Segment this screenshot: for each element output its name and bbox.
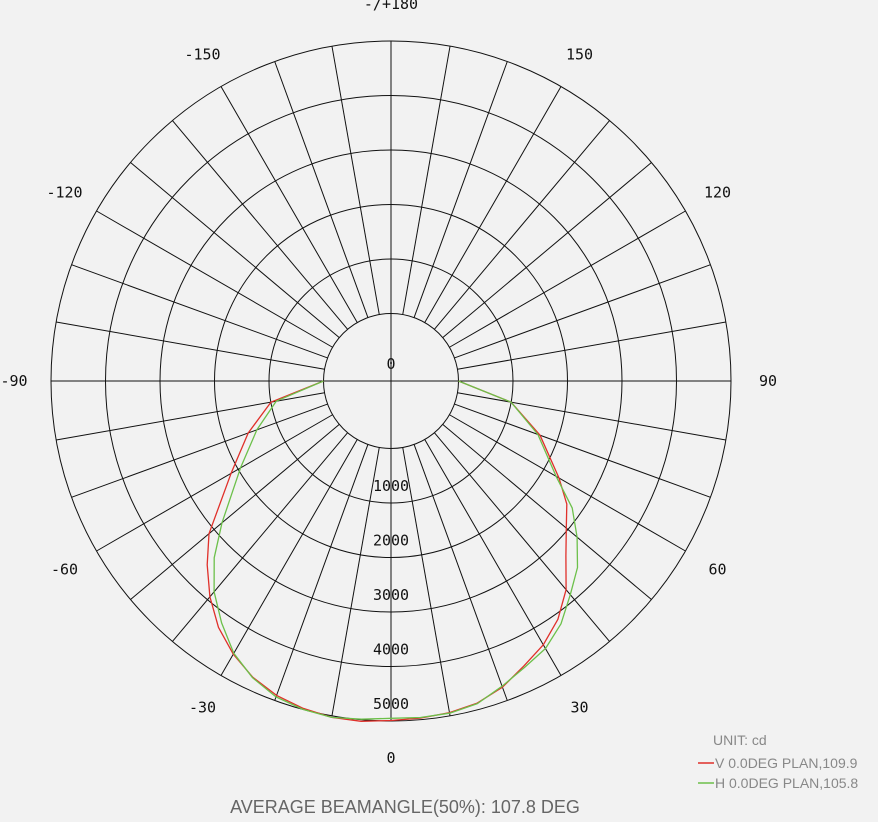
angle-label: -30 xyxy=(189,698,216,716)
ring-label: 4000 xyxy=(373,641,409,659)
spoke xyxy=(172,432,348,642)
spoke xyxy=(449,210,686,348)
spoke xyxy=(449,414,686,552)
average-beam-angle: AVERAGE BEAMANGLE(50%): 107.8 DEG xyxy=(230,797,580,817)
legend-label-v: V 0.0DEG PLAN,109.9 xyxy=(715,755,858,771)
spoke xyxy=(96,414,333,552)
angle-label: -120 xyxy=(46,184,82,202)
spoke xyxy=(402,46,451,315)
spoke xyxy=(434,120,610,330)
spoke xyxy=(424,86,562,323)
spoke xyxy=(71,264,328,359)
angle-label: -/+180 xyxy=(364,0,418,13)
spoke xyxy=(172,120,348,330)
spoke xyxy=(130,424,340,600)
spoke xyxy=(220,86,358,323)
angle-label: 120 xyxy=(704,184,731,202)
ring-label: 3000 xyxy=(373,586,409,604)
series-layer xyxy=(206,380,579,722)
spoke xyxy=(454,403,711,498)
spoke xyxy=(56,321,325,370)
ring-label: 1000 xyxy=(373,477,409,495)
spoke xyxy=(220,439,358,676)
polar-grid xyxy=(50,40,732,722)
series-line-h xyxy=(213,380,579,720)
spoke xyxy=(457,321,726,370)
spoke xyxy=(130,162,340,338)
ring-label: 2000 xyxy=(373,532,409,550)
spoke xyxy=(56,392,325,441)
angle-label: 90 xyxy=(759,372,777,390)
ring-label: 0 xyxy=(386,355,395,373)
angle-label: -150 xyxy=(184,46,220,64)
spoke xyxy=(413,61,508,318)
angle-label: 60 xyxy=(708,561,726,579)
spoke xyxy=(457,392,726,441)
legend-label-h: H 0.0DEG PLAN,105.8 xyxy=(715,775,858,791)
unit-label: UNIT: cd xyxy=(713,732,767,748)
spoke xyxy=(454,264,711,359)
angle-label: -90 xyxy=(0,372,27,390)
angle-label: 30 xyxy=(570,698,588,716)
spoke xyxy=(413,444,508,701)
spoke xyxy=(274,444,369,701)
spoke xyxy=(442,162,652,338)
ring-label: 5000 xyxy=(373,695,409,713)
spoke xyxy=(402,447,451,716)
angle-label: 0 xyxy=(386,749,395,767)
spoke xyxy=(274,61,369,318)
spoke xyxy=(434,432,610,642)
spoke xyxy=(424,439,562,676)
legend: UNIT: cd V 0.0DEG PLAN,109.9 H 0.0DEG PL… xyxy=(698,732,858,791)
spoke xyxy=(331,46,380,315)
spoke xyxy=(442,424,652,600)
axis-labels: 0 1000 2000 3000 4000 5000 -/+180 150 120 90 60 30 0… xyxy=(0,0,777,767)
series-line-v xyxy=(206,380,568,722)
spoke xyxy=(71,403,328,498)
angle-label: -60 xyxy=(51,561,78,579)
spoke xyxy=(331,447,380,716)
angle-label: 150 xyxy=(566,46,593,64)
spoke xyxy=(96,210,333,348)
